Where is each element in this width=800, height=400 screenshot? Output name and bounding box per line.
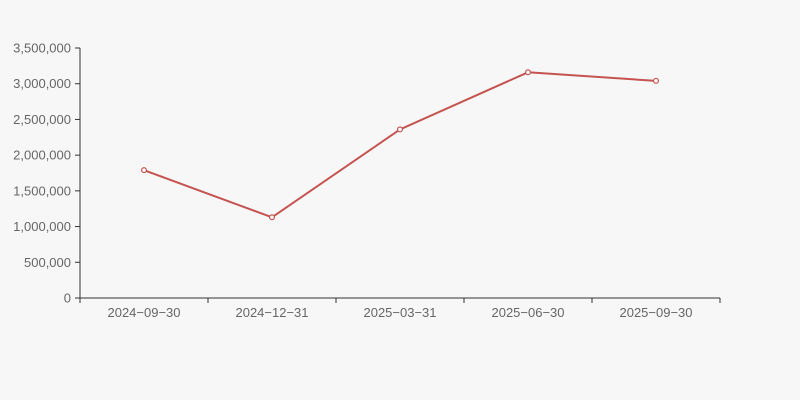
x-tick-label: 2024−09−30 [107, 305, 180, 320]
y-tick-label: 3,500,000 [13, 41, 71, 56]
y-tick-label: 2,500,000 [13, 112, 71, 127]
data-point-marker[interactable] [524, 69, 531, 76]
y-tick-label: 500,000 [24, 255, 71, 270]
y-tick-label: 3,000,000 [13, 76, 71, 91]
y-tick-label: 1,000,000 [13, 219, 71, 234]
x-tick-label: 2025−09−30 [619, 305, 692, 320]
y-tick-label: 0 [64, 291, 71, 306]
data-point-marker[interactable] [397, 126, 404, 133]
data-point-marker[interactable] [269, 214, 276, 221]
data-point-marker[interactable] [141, 167, 148, 174]
y-tick-label: 1,500,000 [13, 183, 71, 198]
series-line [143, 71, 657, 219]
x-tick-label: 2025−03−31 [363, 305, 436, 320]
y-tick-label: 2,000,000 [13, 148, 71, 163]
data-point-marker[interactable] [652, 77, 659, 84]
x-tick-label: 2024−12−31 [235, 305, 308, 320]
x-tick-label: 2025−06−30 [491, 305, 564, 320]
